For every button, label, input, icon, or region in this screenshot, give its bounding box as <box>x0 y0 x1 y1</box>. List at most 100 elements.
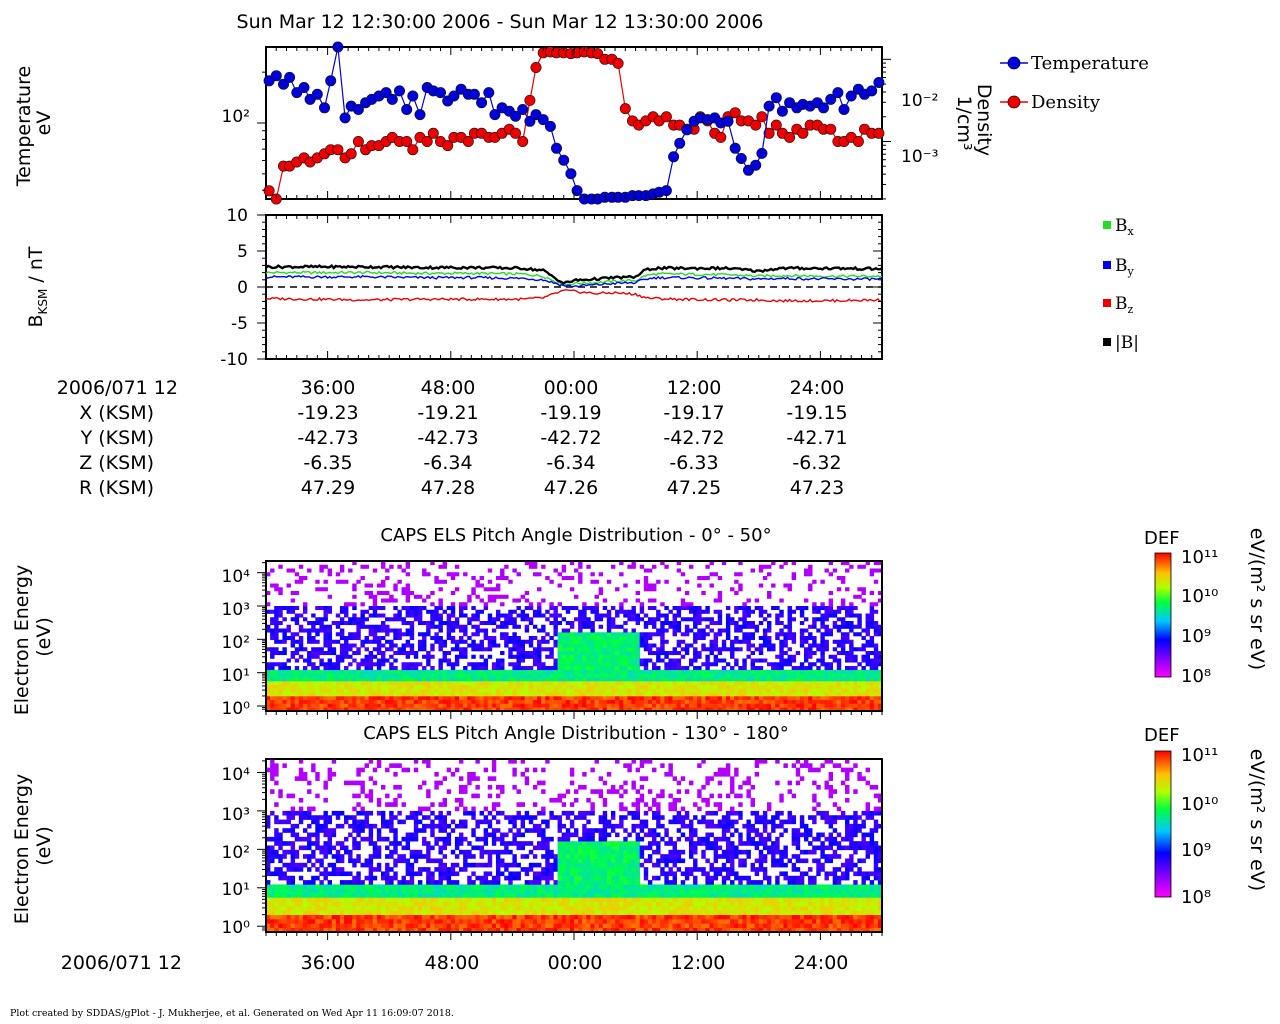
spectrogram-cell <box>528 696 534 701</box>
spectrogram-cell <box>397 703 402 708</box>
spectrogram-cell <box>389 696 394 701</box>
spectrogram-cell <box>849 658 854 663</box>
spectrogram-cell <box>315 703 320 708</box>
spectrogram-cell <box>799 662 805 667</box>
spectrogram-cell <box>315 875 320 881</box>
spectrogram-cell <box>487 699 493 704</box>
spectrogram-cell <box>475 583 480 588</box>
spectrogram-cell <box>668 609 673 614</box>
spectrogram-cell <box>610 658 616 663</box>
spectrogram-cell <box>364 658 369 663</box>
spectrogram-cell <box>512 688 517 693</box>
spectrogram2-image <box>266 759 883 933</box>
spectrogram-cell <box>479 673 484 678</box>
spectrogram-cell <box>286 669 291 674</box>
spectrogram-cell <box>561 703 567 708</box>
spectrogram-cell <box>652 696 657 701</box>
spectrogram-cell <box>590 707 595 712</box>
spectrogram-cell <box>824 677 829 682</box>
spectrogram-cell <box>409 673 415 678</box>
spectrogram-cell <box>311 703 316 708</box>
spectrogram-cell <box>742 684 747 689</box>
spectrogram-cell <box>385 819 390 825</box>
p1-y2tick-label-0: 10⁻² <box>901 91 938 111</box>
spectrogram-cell <box>528 703 534 708</box>
spectrogram-cell <box>602 677 608 682</box>
spectrogram-cell <box>553 703 558 708</box>
spectrogram-cell <box>409 647 415 652</box>
spectrogram-cell <box>779 654 784 659</box>
spectrogram-cell <box>364 666 369 671</box>
spectrogram-cell <box>368 696 374 701</box>
spectrogram-cell <box>368 651 374 656</box>
spectrogram-cell <box>278 927 283 933</box>
spectrogram-cell <box>380 927 386 933</box>
spectrogram-cell <box>754 692 760 697</box>
spectrogram-cell <box>397 688 402 693</box>
spectrogram-cell <box>516 643 521 648</box>
spectrogram-cell <box>393 636 398 641</box>
spectrogram-cell <box>319 688 324 693</box>
spectrogram-cell <box>266 609 271 614</box>
legend-item-btot: |B| <box>1103 333 1139 353</box>
spectrogram-cell <box>664 688 669 693</box>
spectrogram-cell <box>274 587 279 592</box>
temperature-point <box>668 151 680 163</box>
spectrogram-cell <box>463 606 468 611</box>
spectrogram-cell <box>615 654 620 659</box>
spectrogram-cell <box>352 703 357 708</box>
spectrogram-cell <box>771 703 776 708</box>
spectrogram-cell <box>294 893 300 898</box>
spectrogram-cell <box>323 673 328 678</box>
spectrogram-cell <box>623 636 628 641</box>
spectrogram-cell <box>730 643 735 648</box>
spectrogram-cell <box>471 591 476 596</box>
spectrogram-cell <box>861 699 866 704</box>
spectrogram-cell <box>339 914 345 920</box>
spectrogram-cell <box>590 621 595 626</box>
spectrogram-cell <box>409 609 415 614</box>
spectrogram-cell <box>697 688 702 693</box>
spectrogram-cell <box>282 647 287 652</box>
spectrogram-cell <box>561 643 567 648</box>
spectrogram-cell <box>454 703 460 708</box>
spectrogram-cell <box>372 849 378 855</box>
spectrogram-cell <box>672 677 677 682</box>
spectrogram-cell <box>344 880 349 885</box>
spectrogram-cell <box>294 832 300 838</box>
spectrogram-cell <box>495 643 501 648</box>
spectrogram-cell <box>331 854 337 859</box>
spectrogram-cell <box>808 666 813 671</box>
spectrogram-cell <box>479 681 484 686</box>
spectrogram-cell <box>693 692 698 697</box>
spectrogram-cell <box>471 613 476 618</box>
spectrogram-cell <box>331 906 337 911</box>
spectrogram-cell <box>372 677 378 682</box>
spectrogram-cell <box>323 628 328 633</box>
spectrogram-cell <box>520 673 526 678</box>
spectrogram-cell <box>656 609 661 614</box>
spectrogram-cell <box>664 707 669 712</box>
spectrogram-cell <box>393 617 398 622</box>
spectrogram-cell <box>820 684 825 689</box>
bz-line <box>265 288 883 303</box>
spectrogram-cell <box>705 666 710 671</box>
spectrogram-cell <box>808 654 813 659</box>
spectrogram-cell <box>380 875 386 881</box>
spectrogram-cell <box>393 658 398 663</box>
spectrogram-cell <box>545 681 550 686</box>
spectrogram-cell <box>290 862 296 868</box>
spectrogram-cell <box>368 828 374 833</box>
spectrogram-cell <box>606 696 612 701</box>
spectrogram-cell <box>656 684 661 689</box>
spectrogram-cell <box>528 666 534 671</box>
density-point <box>352 136 364 148</box>
spectrogram-cell <box>537 643 542 648</box>
spectrogram-cell <box>422 636 427 641</box>
spectrogram-cell <box>615 624 620 629</box>
spectrogram-cell <box>619 666 624 671</box>
spectrogram-cell <box>487 639 493 644</box>
spectrogram-cell <box>730 707 735 712</box>
spectrogram-cell <box>828 561 834 566</box>
spectrogram-cell <box>463 707 468 712</box>
